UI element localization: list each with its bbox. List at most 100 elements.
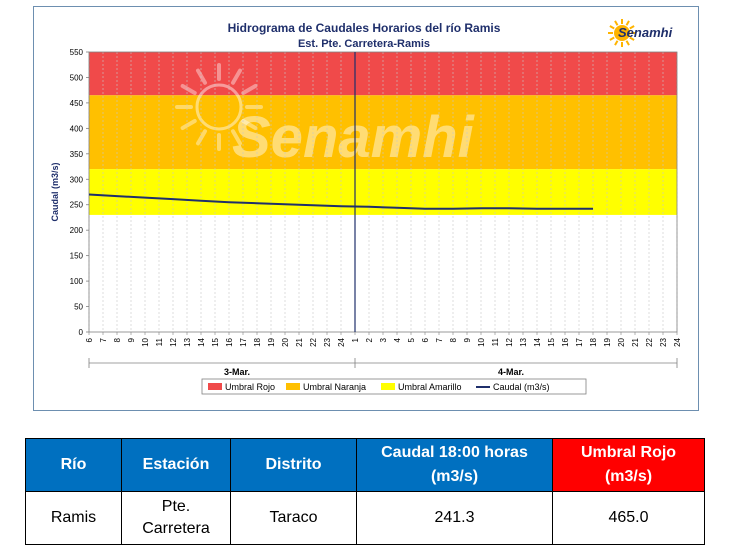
day-label-1: 3-Mar. [224,367,250,377]
x-tick-label: 24 [337,337,346,346]
x-tick-label: 2 [365,337,374,342]
chart-title-line1: Hidrograma de Caudales Horarios del río … [228,21,501,35]
x-tick-label: 23 [323,337,332,346]
logo-ray [625,40,630,46]
x-tick-label: 12 [169,337,178,346]
x-tick-label: 15 [547,337,556,346]
header-distrito: Distrito [230,438,357,492]
x-tick-label: 8 [113,337,122,342]
chart-frame: Senamhi 0 50 100 150 200 250 300 350 400 450 500 55… [33,6,699,411]
watermark-ray [180,119,197,130]
chart-title-line2: Est. Pte. Carretera-Ramis [298,38,430,50]
watermark-sun [195,83,243,131]
x-tick-label: 12 [505,337,514,346]
x-tick-label: 21 [295,337,304,346]
x-tick-label: 17 [575,337,584,346]
x-tick-label: 22 [309,337,318,346]
x-tick-label: 8 [449,337,458,342]
x-tick-label: 1 [351,337,360,342]
y-tick-label: 100 [70,277,84,286]
watermark-ray [231,129,242,146]
cell-rio: Ramis [25,491,122,545]
x-tick-label: 3 [379,337,388,342]
y-axis-title: Caudal (m3/s) [50,162,60,221]
legend-umbral-rojo-label: Umbral Rojo [225,382,275,392]
x-tick-label: 11 [155,337,164,346]
x-tick-label: 7 [435,337,444,342]
header-estacion: Estación [121,438,231,492]
x-tick-label: 5 [407,337,416,342]
watermark-ray [241,84,258,95]
watermark-ray [196,129,207,146]
y-tick-label: 450 [70,99,84,108]
info-table: Río Estación Distrito Caudal 18:00 horas… [25,438,705,545]
watermark-text: Senamhi [232,105,476,170]
table-row: Ramis Pte. Carretera Taraco 241.3 465.0 [25,491,705,545]
cell-estacion: Pte. Carretera [121,491,231,545]
x-tick-label: 13 [183,337,192,346]
x-tick-label: 15 [211,337,220,346]
x-tick-label: 14 [197,337,206,346]
cell-distrito: Taraco [230,491,357,545]
y-tick-label: 300 [70,175,84,184]
x-tick-label: 14 [533,337,542,346]
y-tick-label: 400 [70,124,84,133]
logo-ray [609,36,615,41]
y-tick-label: 200 [70,226,84,235]
y-tick-label: 150 [70,252,84,261]
x-tick-label: 9 [463,337,472,342]
x-tick-label: 19 [603,337,612,346]
cell-umbral-rojo: 465.0 [552,491,705,545]
x-tick-label: 6 [85,337,94,342]
logo-ray [614,20,619,26]
legend-umbral-naranja-swatch [286,383,300,390]
watermark-ray [180,84,197,95]
senamhi-logo: Senamhi [608,19,673,47]
watermark-ray [241,119,258,130]
senamhi-watermark: Senamhi [175,63,476,170]
table-header-row: Río Estación Distrito Caudal 18:00 horas… [25,438,705,492]
x-tick-label: 23 [659,337,668,346]
logo-ray [614,40,619,46]
logo-text: Senamhi [618,25,673,40]
x-tick-label: 20 [617,337,626,346]
x-tick-label: 20 [281,337,290,346]
x-tick-label: 24 [673,337,682,346]
y-tick-label: 250 [70,201,84,210]
y-tick-label: 500 [70,73,84,82]
x-tick-label: 10 [141,337,150,346]
x-tick-label: 4 [393,337,402,342]
y-tick-label: 350 [70,150,84,159]
x-tick-label: 16 [561,337,570,346]
y-tick-label: 50 [74,303,83,312]
logo-ray [609,25,615,30]
cell-caudal: 241.3 [356,491,553,545]
x-tick-label: 6 [421,337,430,342]
logo-ray [629,25,635,30]
watermark-ray [231,68,242,85]
watermark-ray [196,68,207,85]
logo-ray [625,20,630,26]
header-caudal: Caudal 18:00 horas (m3/s) [356,438,553,492]
x-tick-label: 17 [239,337,248,346]
legend-caudal-label: Caudal (m3/s) [493,382,550,392]
day-label-2: 4-Mar. [498,367,524,377]
x-tick-label: 13 [519,337,528,346]
caudal-series-line [88,193,593,210]
x-tick-label: 9 [127,337,136,342]
legend-umbral-amarillo-swatch [381,383,395,390]
y-tick-label: 0 [79,328,84,337]
legend-umbral-amarillo-label: Umbral Amarillo [398,382,462,392]
x-tick-label: 19 [267,337,276,346]
x-tick-label: 22 [645,337,654,346]
legend-umbral-naranja-label: Umbral Naranja [303,382,366,392]
y-tick-label: 550 [70,48,84,57]
x-tick-label: 10 [477,337,486,346]
header-umbral-rojo: Umbral Rojo (m3/s) [552,438,705,492]
x-tick-label: 18 [253,337,262,346]
x-tick-label: 16 [225,337,234,346]
x-tick-label: 7 [99,337,108,342]
logo-ray [629,36,635,41]
x-tick-label: 18 [589,337,598,346]
x-tick-label: 11 [491,337,500,346]
